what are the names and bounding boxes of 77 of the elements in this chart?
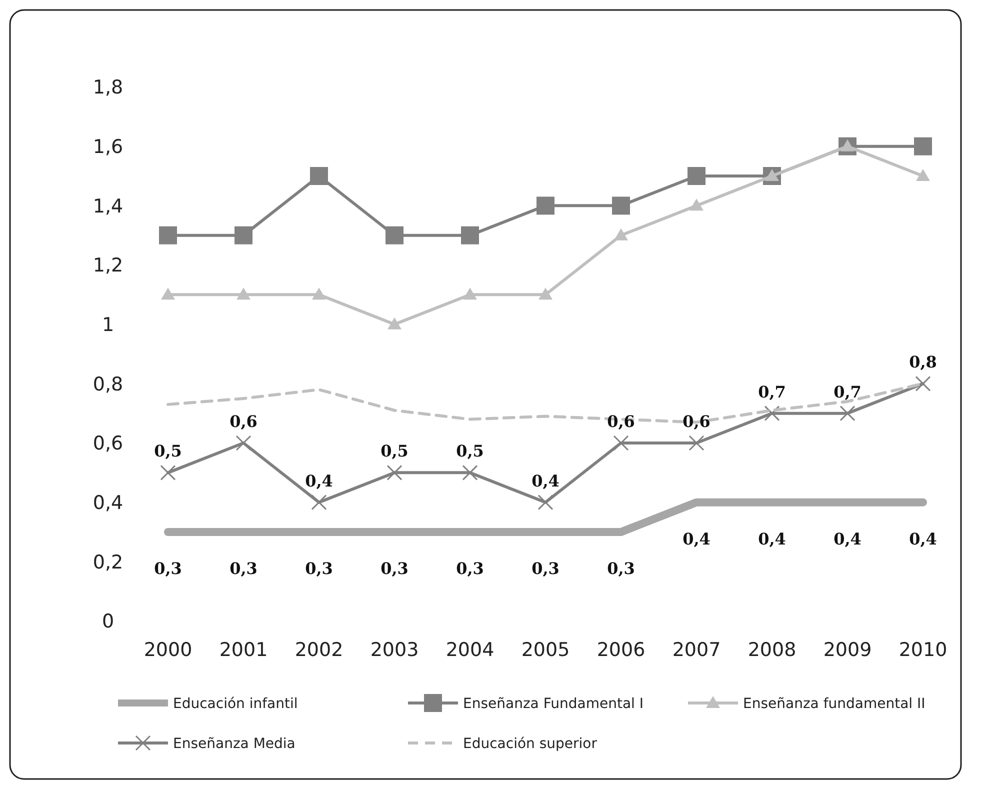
- point: [461, 226, 479, 244]
- point: [840, 406, 856, 422]
- point: [462, 464, 478, 480]
- legend-label: Enseñanza Media: [173, 736, 296, 752]
- point: [236, 435, 252, 451]
- data-label: 0,8: [909, 352, 937, 372]
- data-label: 0,3: [380, 559, 408, 578]
- point: [614, 228, 628, 240]
- data-label: 0,4: [305, 471, 333, 490]
- point: [688, 435, 704, 451]
- x-tick-label: 2010: [898, 639, 948, 661]
- data-label: 0,4: [682, 529, 710, 548]
- x-tick-label: 2004: [446, 639, 494, 661]
- x-tick-label: 2000: [144, 639, 192, 661]
- data-label: 0,7: [834, 382, 862, 402]
- point: [764, 406, 780, 422]
- point: [538, 494, 554, 510]
- point: [236, 288, 250, 300]
- point: [310, 167, 328, 185]
- point: [159, 226, 177, 244]
- point: [612, 196, 630, 215]
- point: [538, 288, 552, 300]
- data-label: 0,5: [380, 442, 408, 461]
- x-tick-label: 2002: [294, 639, 344, 661]
- point: [915, 376, 931, 392]
- y-tick-label: 0,2: [92, 551, 124, 574]
- y-tick-label: 0,6: [92, 432, 124, 455]
- y-tick-label: 1,4: [92, 195, 124, 218]
- legend-label: Educación superior: [463, 736, 598, 752]
- data-label: 0,4: [834, 529, 862, 548]
- y-tick-label: 1,6: [92, 136, 124, 158]
- point: [463, 288, 477, 300]
- y-tick-label: 0,4: [92, 492, 124, 514]
- y-tick-label: 0: [102, 610, 114, 633]
- point: [386, 464, 402, 480]
- x-tick-label: 2009: [823, 639, 872, 661]
- data-label: 0,3: [607, 559, 635, 578]
- x-tick-label: 2007: [672, 639, 721, 661]
- x-tick-label: 2001: [219, 639, 268, 661]
- data-label: 0,6: [607, 412, 635, 431]
- data-label: 0,5: [456, 442, 484, 461]
- data-label: 0,3: [532, 559, 560, 578]
- point: [388, 317, 402, 330]
- data-label: 0,7: [758, 382, 786, 402]
- data-label: 0,3: [230, 559, 258, 578]
- point: [688, 167, 706, 185]
- point: [311, 494, 327, 510]
- legend-label: Enseñanza Fundamental I: [463, 696, 644, 712]
- x-tick-label: 2005: [521, 639, 570, 661]
- point: [613, 435, 629, 451]
- y-tick-label: 1,2: [92, 254, 124, 277]
- point: [234, 226, 252, 244]
- data-label: 0,4: [758, 529, 786, 548]
- x-tick-label: 2006: [596, 639, 646, 661]
- x-tick-label: 2008: [748, 639, 796, 661]
- x-tick-label: 2003: [370, 639, 419, 661]
- data-label: 0,4: [532, 471, 560, 490]
- data-label: 0,3: [305, 559, 333, 578]
- point: [386, 226, 404, 244]
- point: [312, 288, 326, 300]
- y-tick-label: 1,8: [92, 76, 124, 99]
- data-label: 0,3: [456, 559, 484, 578]
- data-label: 0,6: [230, 412, 258, 431]
- data-label: 0,4: [909, 529, 937, 548]
- legend-label: Enseñanza fundamental II: [743, 696, 926, 712]
- legend-label: Educación infantil: [173, 696, 298, 712]
- y-tick-label: 0,8: [92, 373, 124, 396]
- point: [536, 196, 554, 215]
- point: [160, 464, 176, 480]
- data-label: 0,5: [154, 442, 182, 461]
- point: [690, 198, 704, 211]
- point: [916, 169, 930, 181]
- y-tick-label: 1: [102, 314, 114, 336]
- data-label: 0,3: [154, 559, 182, 578]
- point: [161, 288, 175, 300]
- point: [914, 137, 932, 156]
- data-label: 0,6: [682, 412, 710, 431]
